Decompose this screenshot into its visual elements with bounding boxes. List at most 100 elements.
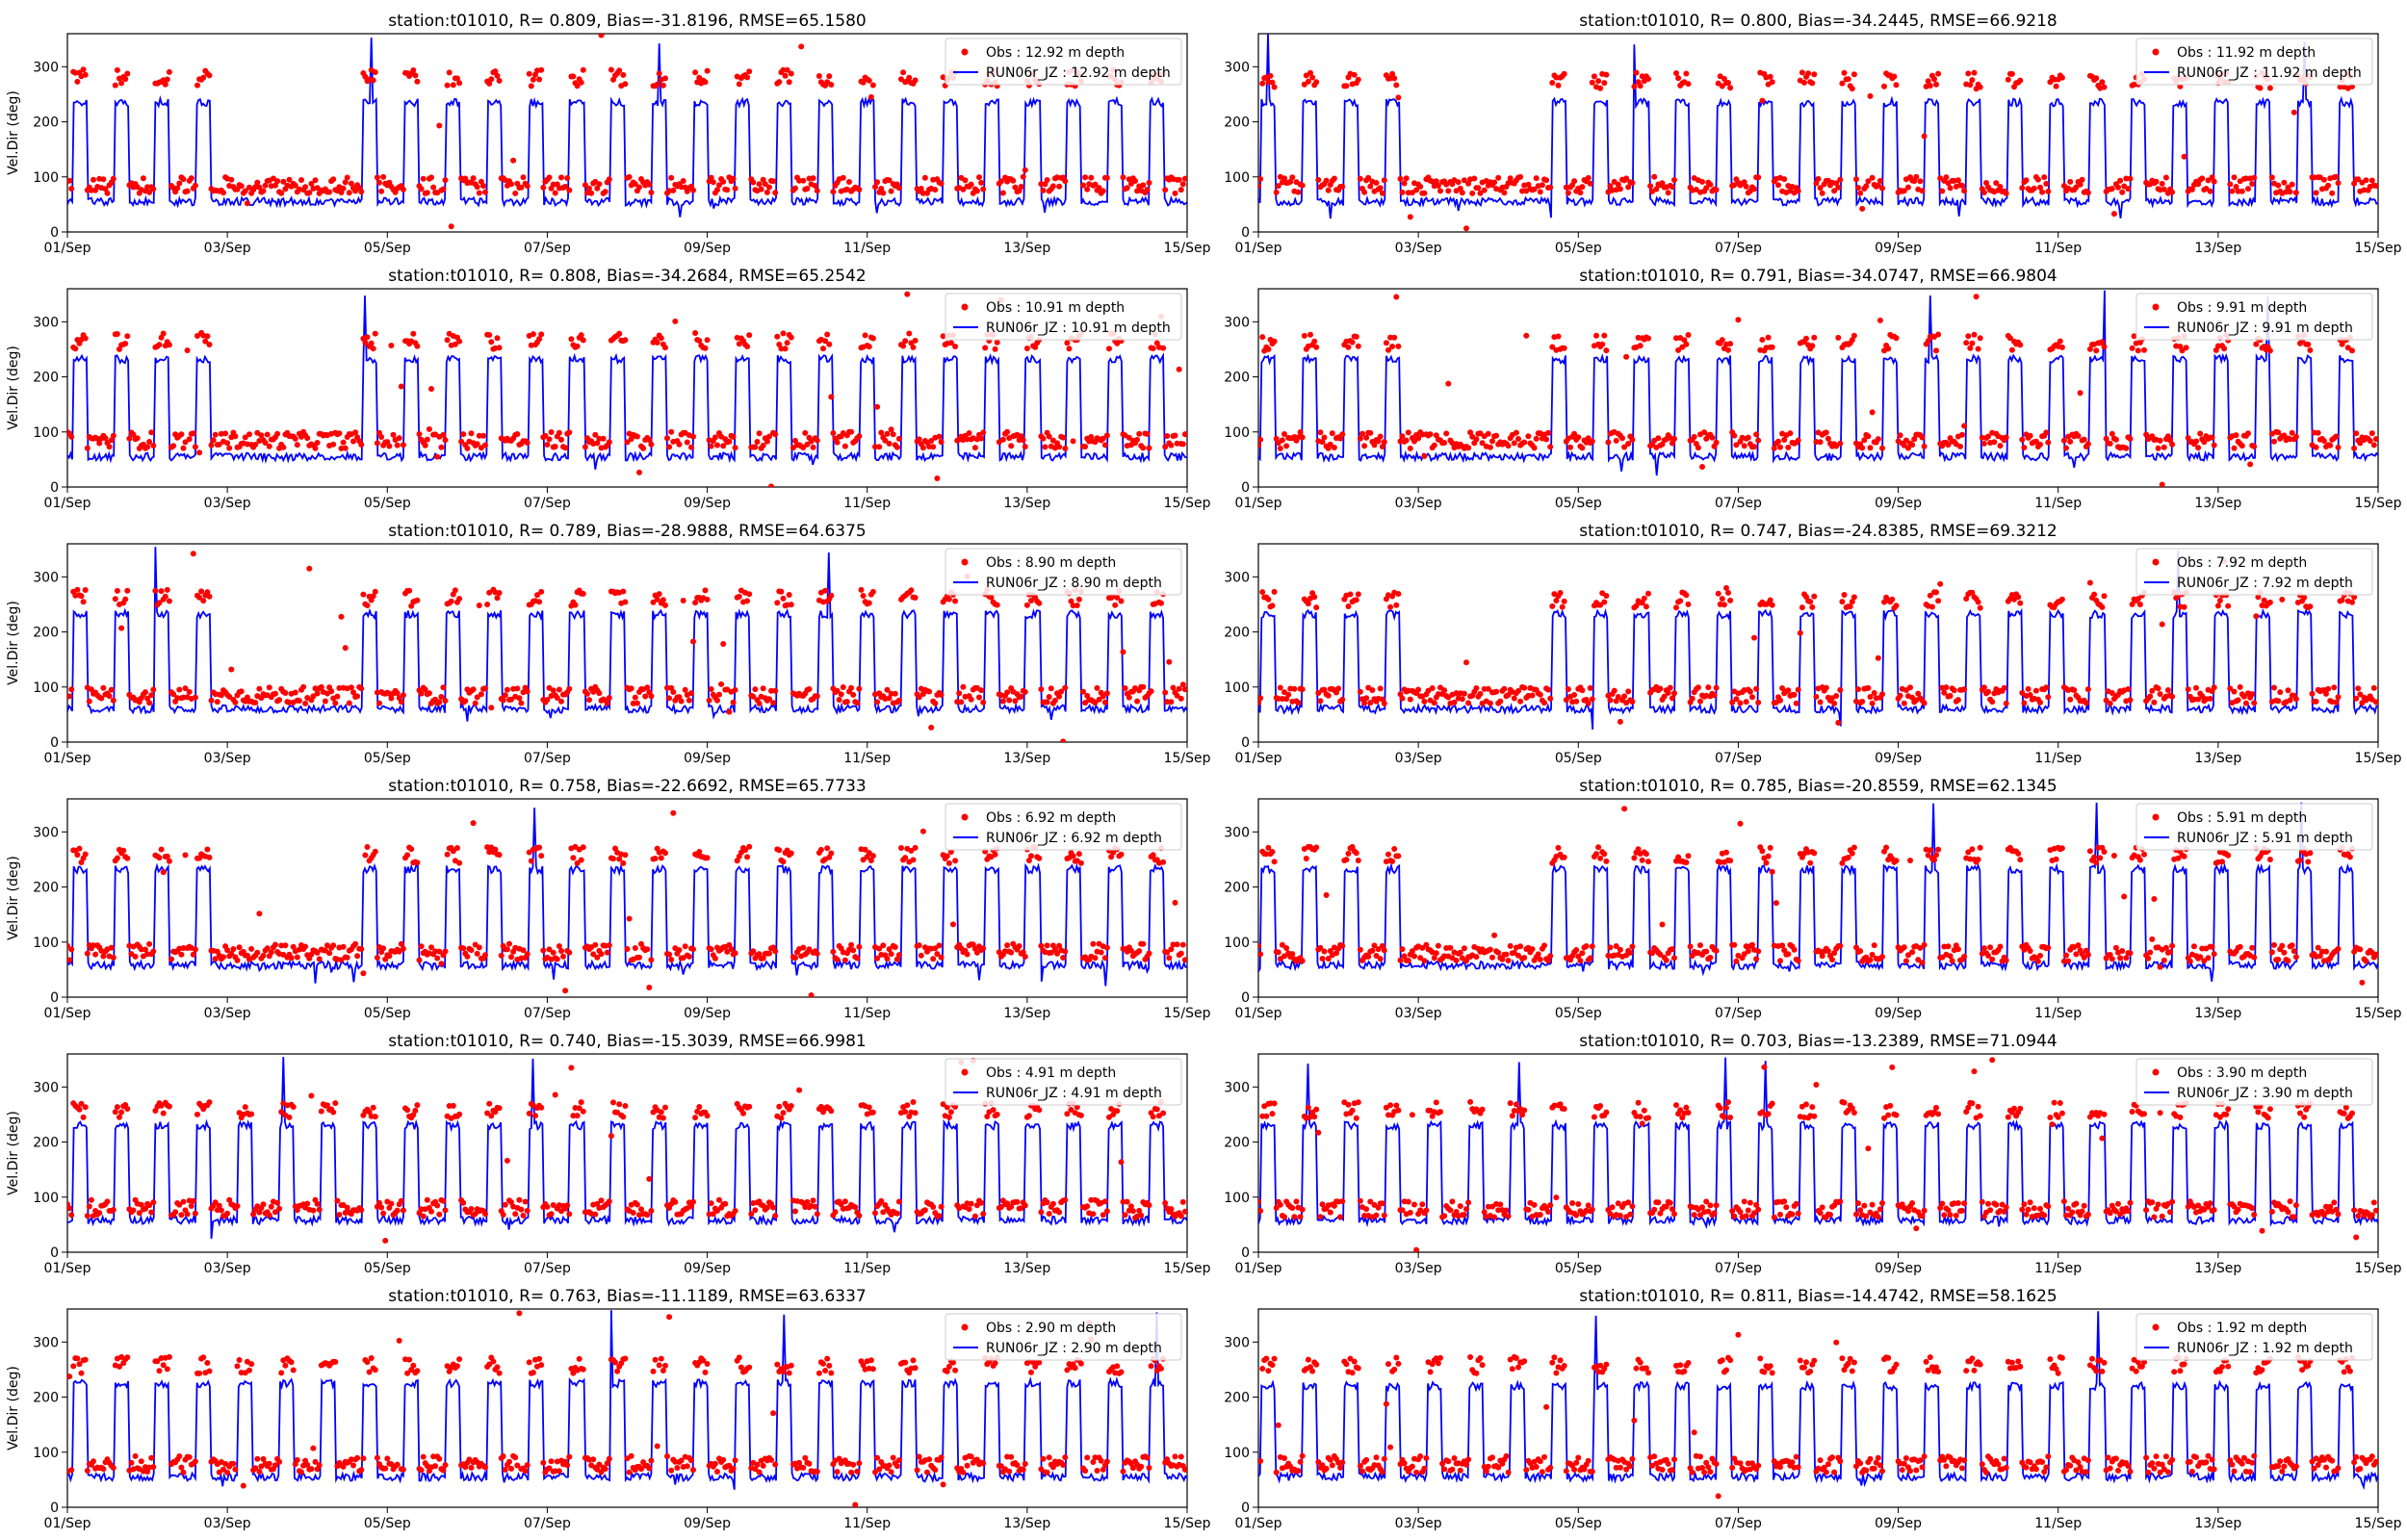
obs-point [488, 76, 495, 83]
obs-point [2281, 949, 2288, 956]
obs-point [2183, 345, 2189, 351]
obs-point [388, 1200, 395, 1207]
obs-point [548, 429, 555, 435]
obs-point [1971, 69, 1978, 76]
obs-point [2253, 341, 2260, 347]
obs-point [840, 684, 846, 690]
obs-point [110, 1207, 116, 1213]
obs-point [780, 595, 787, 602]
obs-point [947, 340, 954, 346]
obs-point [1669, 946, 1675, 953]
obs-point [1103, 174, 1110, 181]
obs-point [646, 181, 653, 188]
obs-point [486, 849, 493, 856]
obs-point [2021, 445, 2028, 450]
obs-point [1383, 340, 1389, 346]
obs-point [688, 444, 694, 450]
obs-point [168, 956, 174, 962]
obs-point [350, 438, 356, 445]
obs-point [1927, 847, 1933, 854]
obs-point [1645, 76, 1651, 82]
legend-obs-label: Obs : 7.92 m depth [2177, 555, 2307, 571]
obs-point [1831, 950, 1838, 957]
obs-point [1879, 185, 1885, 192]
subplot-5: station:t01010, R= 0.789, Bias=-28.9888,… [6, 522, 1211, 766]
obs-point [142, 1205, 148, 1212]
obs-point [1541, 700, 1547, 706]
obs-point [888, 951, 894, 958]
obs-point [238, 183, 245, 190]
obs-point [1427, 431, 1434, 438]
obs-point [162, 81, 168, 88]
x-tick-label: 09/Sep [684, 241, 731, 256]
obs-point [586, 185, 592, 192]
obs-point [714, 697, 720, 704]
obs-point [276, 1205, 283, 1212]
obs-point [1831, 700, 1838, 706]
obs-point [1023, 346, 1030, 351]
obs-point [1505, 958, 1512, 963]
obs-point [182, 685, 189, 692]
obs-point [930, 444, 937, 450]
obs-point [2086, 346, 2093, 352]
obs-point [2372, 699, 2378, 706]
obs-point [84, 950, 91, 957]
obs-point [1477, 430, 1484, 437]
obs-point [570, 855, 577, 861]
obs-point [1074, 603, 1080, 608]
obs-point [460, 431, 467, 438]
obs-point [860, 593, 867, 599]
x-tick-label: 07/Sep [1715, 751, 1762, 766]
obs-point [486, 332, 493, 338]
obs-point [326, 950, 333, 957]
obs-point [1745, 434, 1751, 441]
obs-point [1829, 957, 1835, 962]
obs-point [254, 949, 261, 956]
obs-point [928, 724, 935, 731]
obs-point [1391, 846, 1398, 852]
obs-point [100, 684, 107, 691]
obs-point [772, 948, 779, 955]
obs-point [1621, 693, 1628, 700]
y-tick-label: 200 [33, 371, 59, 386]
y-tick-label: 200 [33, 626, 59, 641]
obs-point [1893, 335, 1900, 342]
obs-point [2372, 436, 2378, 443]
obs-point [2301, 594, 2308, 601]
obs-point [212, 431, 219, 438]
obs-point [256, 911, 263, 917]
obs-point [1022, 953, 1028, 960]
obs-point [778, 346, 785, 352]
obs-point [1317, 698, 1324, 705]
obs-point [558, 698, 564, 705]
obs-point [744, 344, 751, 349]
y-tick-label: 0 [1241, 735, 1250, 751]
obs-point [1487, 444, 1493, 450]
legend-obs-marker [961, 813, 969, 821]
obs-point [436, 1211, 443, 1218]
obs-point [2037, 184, 2043, 191]
obs-point [876, 945, 883, 952]
obs-point [1060, 434, 1067, 441]
obs-point [1126, 694, 1132, 701]
obs-point [936, 942, 943, 949]
obs-point [1513, 429, 1519, 436]
obs-point [1617, 186, 1623, 192]
obs-point [1687, 943, 1694, 950]
obs-point [994, 339, 1000, 346]
obs-point [1379, 444, 1385, 449]
obs-point [180, 176, 187, 183]
obs-point [1809, 343, 1816, 349]
obs-point [620, 860, 627, 866]
obs-point [1395, 591, 1402, 597]
obs-point [724, 948, 731, 955]
obs-point [1595, 78, 1602, 85]
obs-point [1725, 346, 1731, 353]
obs-point [1349, 843, 1356, 850]
obs-point [1765, 853, 1772, 860]
obs-point [1799, 69, 1805, 76]
obs-point [1469, 190, 1476, 196]
obs-point [2368, 430, 2375, 437]
obs-point [1120, 649, 1126, 655]
obs-point [2357, 440, 2364, 447]
